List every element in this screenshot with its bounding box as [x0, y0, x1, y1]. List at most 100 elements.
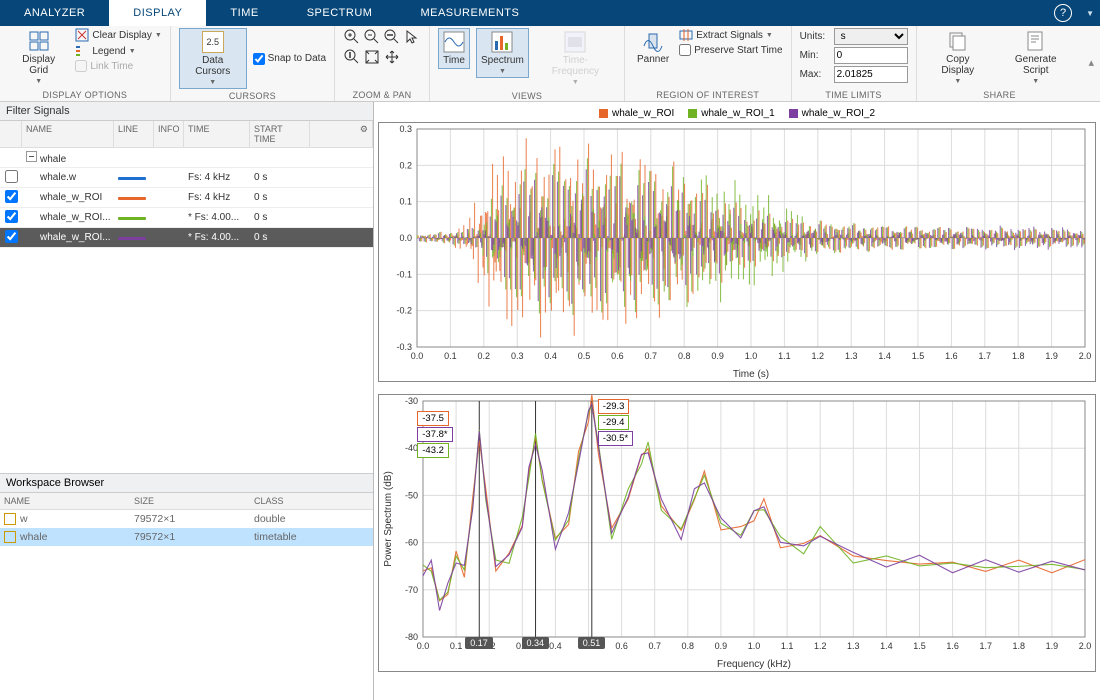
- snap-to-data-checkbox[interactable]: Snap to Data: [253, 53, 326, 65]
- time-view-icon: [443, 31, 465, 53]
- cursor-freq-badge[interactable]: 0.34: [522, 637, 550, 649]
- legend-button[interactable]: Legend ▼: [75, 44, 161, 58]
- main-menubar: ANALYZER DISPLAY TIME SPECTRUM MEASUREME…: [0, 0, 1100, 26]
- signal-time: * Fs: 4.00...: [184, 232, 250, 243]
- chevron-down-icon: ▼: [1032, 78, 1039, 85]
- ws-col-class: CLASS: [250, 493, 373, 509]
- ws-col-name: NAME: [0, 493, 130, 509]
- group-display-options: Display Grid ▼ Clear Display ▼ Legend ▼ …: [0, 26, 171, 101]
- tab-analyzer[interactable]: ANALYZER: [0, 0, 109, 26]
- group-label-zoom: ZOOM & PAN: [343, 88, 421, 101]
- help-icon[interactable]: ?: [1054, 4, 1072, 22]
- spectrum-chart[interactable]: 0.00.10.20.30.40.50.60.70.80.91.01.11.21…: [378, 394, 1096, 672]
- line-swatch: [118, 177, 146, 180]
- panner-label: Panner: [637, 54, 669, 65]
- svg-text:0.0: 0.0: [417, 641, 430, 651]
- svg-text:0.1: 0.1: [450, 641, 463, 651]
- signal-row[interactable]: whale_w_ROI... * Fs: 4.00... 0 s: [0, 228, 373, 248]
- view-timefreq-label: Time-Frequency: [540, 55, 611, 77]
- signal-checkbox[interactable]: [5, 190, 18, 203]
- preserve-start-checkbox[interactable]: Preserve Start Time: [679, 44, 782, 56]
- view-spectrum-button[interactable]: Spectrum ▼: [476, 28, 529, 78]
- min-label: Min:: [800, 50, 832, 61]
- svg-text:0.7: 0.7: [645, 351, 658, 361]
- col-start: START TIME: [250, 121, 310, 147]
- signal-group-row[interactable]: whale: [0, 148, 373, 168]
- timefreq-view-icon: [564, 31, 586, 53]
- units-field[interactable]: Units:s: [800, 28, 908, 45]
- view-spectrum-label: Spectrum: [481, 55, 524, 66]
- group-zoom-pan: ZOOM & PAN: [335, 26, 430, 101]
- generate-script-button[interactable]: Generate Script ▼: [997, 28, 1074, 87]
- line-swatch: [118, 217, 146, 220]
- display-grid-button[interactable]: Display Grid ▼: [8, 28, 69, 87]
- svg-text:1.1: 1.1: [778, 351, 791, 361]
- signal-row[interactable]: whale_w_ROI Fs: 4 kHz 0 s: [0, 188, 373, 208]
- svg-text:2.0: 2.0: [1079, 351, 1092, 361]
- view-time-button[interactable]: Time: [438, 28, 470, 69]
- svg-text:1.0: 1.0: [748, 641, 761, 651]
- help-dropdown-icon[interactable]: ▼: [1086, 9, 1094, 18]
- svg-text:0.0: 0.0: [411, 351, 424, 361]
- fit-icon[interactable]: [363, 48, 381, 66]
- svg-text:1.1: 1.1: [781, 641, 794, 651]
- tab-display[interactable]: DISPLAY: [109, 0, 206, 26]
- svg-text:-0.1: -0.1: [396, 269, 412, 279]
- pan-icon[interactable]: [383, 48, 401, 66]
- svg-text:Frequency (kHz): Frequency (kHz): [717, 659, 791, 670]
- zoom-y-icon[interactable]: [343, 48, 361, 66]
- ws-name: w: [0, 513, 130, 525]
- time-domain-chart[interactable]: 0.00.10.20.30.40.50.60.70.80.91.01.11.21…: [378, 122, 1096, 382]
- signal-row[interactable]: whale_w_ROI... * Fs: 4.00... 0 s: [0, 208, 373, 228]
- svg-text:1.8: 1.8: [1012, 351, 1025, 361]
- pointer-icon[interactable]: [403, 28, 421, 46]
- signal-table-header: NAME LINE INFO TIME START TIME ⚙: [0, 121, 373, 148]
- signal-start: 0 s: [250, 192, 310, 203]
- preserve-check[interactable]: [679, 44, 691, 56]
- min-field[interactable]: Min:: [800, 47, 908, 64]
- group-label-share: SHARE: [925, 88, 1075, 101]
- svg-text:0.3: 0.3: [399, 124, 412, 134]
- max-input[interactable]: [834, 66, 908, 83]
- extract-signals-button[interactable]: Extract Signals ▼: [679, 28, 782, 42]
- tab-measurements[interactable]: MEASUREMENTS: [396, 0, 543, 26]
- max-field[interactable]: Max:: [800, 66, 908, 83]
- signal-checkbox[interactable]: [5, 230, 18, 243]
- svg-text:1.5: 1.5: [912, 351, 925, 361]
- signal-row[interactable]: whale.w Fs: 4 kHz 0 s: [0, 168, 373, 188]
- cursor-value-box: -37.5: [417, 411, 449, 426]
- zoom-in-icon[interactable]: [343, 28, 361, 46]
- svg-text:1.2: 1.2: [812, 351, 825, 361]
- collapse-icon[interactable]: [26, 151, 37, 162]
- panner-button[interactable]: Panner: [633, 28, 673, 67]
- toolstrip-collapse-icon[interactable]: ▴: [1082, 26, 1100, 101]
- tab-time[interactable]: TIME: [206, 0, 282, 26]
- spectrum-view-icon: [491, 31, 513, 53]
- svg-text:1.4: 1.4: [878, 351, 891, 361]
- units-select[interactable]: s: [834, 28, 908, 45]
- gear-icon[interactable]: ⚙: [310, 121, 373, 147]
- col-line: LINE: [114, 121, 154, 147]
- chart-legend: whale_w_ROI whale_w_ROI_1 whale_w_ROI_2: [378, 108, 1096, 119]
- data-cursors-button[interactable]: 2.5 Data Cursors ▼: [179, 28, 247, 89]
- min-input[interactable]: [834, 47, 908, 64]
- snap-check[interactable]: [253, 53, 265, 65]
- copy-display-button[interactable]: Copy Display ▼: [925, 28, 991, 87]
- svg-text:1.3: 1.3: [847, 641, 860, 651]
- svg-text:1.0: 1.0: [745, 351, 758, 361]
- svg-text:0.5: 0.5: [578, 351, 591, 361]
- signal-checkbox[interactable]: [5, 210, 18, 223]
- zoom-x-icon[interactable]: [383, 28, 401, 46]
- cursor-freq-badge[interactable]: 0.17: [465, 637, 493, 649]
- group-label-cursors: CURSORS: [179, 89, 326, 102]
- clear-display-button[interactable]: Clear Display ▼: [75, 28, 161, 42]
- workspace-row[interactable]: w 79572×1 double: [0, 510, 373, 528]
- signal-checkbox[interactable]: [5, 170, 18, 183]
- cursor-freq-badge[interactable]: 0.51: [578, 637, 606, 649]
- workspace-row[interactable]: whale 79572×1 timetable: [0, 528, 373, 546]
- svg-text:0.3: 0.3: [511, 351, 524, 361]
- col-name: NAME: [22, 121, 114, 147]
- tab-spectrum[interactable]: SPECTRUM: [283, 0, 397, 26]
- zoom-out-icon[interactable]: [363, 28, 381, 46]
- svg-text:0.6: 0.6: [611, 351, 624, 361]
